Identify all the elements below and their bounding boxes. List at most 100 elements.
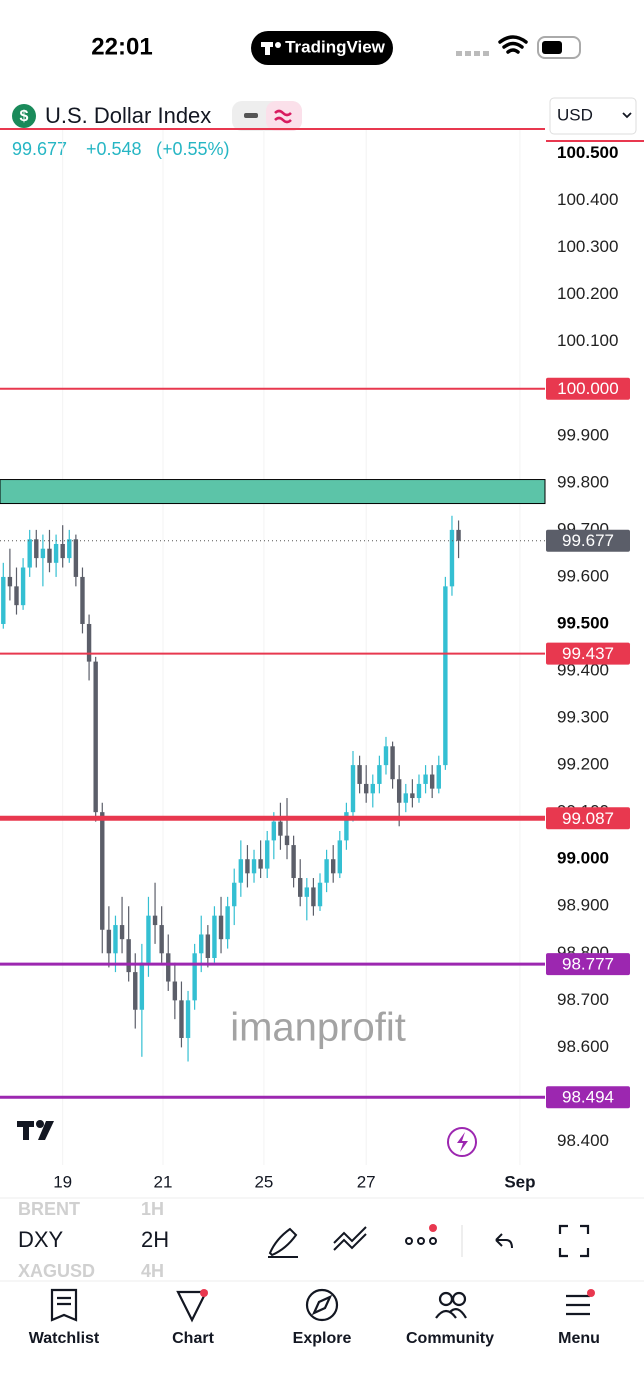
candle-body	[449, 529, 455, 587]
more-icon[interactable]	[405, 1237, 437, 1245]
candle-body	[396, 779, 402, 803]
y-tick-label: 99.400	[557, 661, 609, 680]
y-tick-label: 100.500	[557, 143, 618, 162]
candle-body	[47, 548, 52, 563]
nav-label[interactable]: Chart	[172, 1330, 214, 1347]
x-tick-label: Sep	[504, 1172, 535, 1191]
candle-body	[410, 793, 415, 799]
y-tick-label: 99.200	[557, 755, 609, 774]
candle-body	[218, 915, 224, 940]
price: 99.677	[12, 139, 67, 159]
symbol-icon-text: $	[20, 108, 29, 125]
candle-body	[258, 859, 263, 869]
y-tick-label: 98.900	[557, 896, 609, 915]
candle-body	[350, 765, 356, 813]
candle-body	[67, 539, 72, 559]
candle-body	[53, 544, 59, 563]
y-tick-label: 99.500	[557, 613, 609, 632]
candle-body	[238, 859, 244, 883]
signal	[456, 51, 489, 56]
candle-body	[265, 840, 270, 869]
last-price-box	[546, 529, 630, 552]
x-tick-label: 27	[357, 1172, 376, 1191]
indicator-icon[interactable]	[333, 1226, 367, 1251]
undo-icon[interactable]	[495, 1233, 513, 1249]
nav-label[interactable]: Menu	[558, 1330, 600, 1347]
candle-body	[416, 783, 422, 799]
y-tick-label: 99.000	[557, 849, 609, 868]
level-label-box	[546, 642, 630, 665]
candle-body	[331, 859, 336, 874]
y-tick-label: 98.600	[557, 1037, 609, 1056]
candle-body	[232, 882, 237, 907]
level-label: 98.777	[562, 955, 614, 974]
y-tick-label: 100.200	[557, 284, 618, 303]
status-icon	[274, 109, 292, 124]
candle-body	[139, 962, 145, 1010]
level-label-box	[546, 377, 630, 400]
candle-body	[377, 765, 382, 784]
draw-icon[interactable]	[268, 1227, 298, 1258]
currency-select[interactable]	[549, 97, 637, 135]
y-tick-label: 99.600	[557, 566, 609, 585]
y-tick-label: 100.300	[557, 237, 618, 256]
fullscreen-icon[interactable]	[558, 1224, 590, 1258]
y-tick-label: 98.400	[557, 1131, 609, 1150]
level-label-box	[546, 953, 630, 976]
zone	[0, 479, 546, 505]
candle-body	[126, 939, 131, 973]
change-pct: (+0.55%)	[156, 139, 230, 159]
level-label: 100.000	[557, 379, 618, 398]
level-label: 99.087	[562, 809, 614, 828]
candle-body	[192, 953, 197, 1001]
nav-label[interactable]: Explore	[293, 1330, 352, 1347]
clock: 22:01	[91, 33, 152, 60]
candle-body	[251, 859, 257, 874]
candle-body	[7, 576, 13, 587]
candle-body	[383, 746, 389, 766]
symbol-option[interactable]: BRENT	[18, 1199, 80, 1219]
lightning-icon	[457, 1132, 468, 1152]
y-tick-label: 99.900	[557, 425, 609, 444]
candle-body	[205, 934, 211, 958]
candle-body	[436, 765, 441, 789]
candle-body	[370, 783, 375, 794]
y-tick-label: 100.400	[557, 190, 618, 209]
symbol-icon	[12, 104, 36, 128]
candle-body	[317, 882, 323, 907]
x-tick-label: 21	[154, 1172, 173, 1191]
level-label: 98.494	[562, 1088, 614, 1107]
last-price-label: 99.677	[562, 531, 614, 550]
candle-body	[86, 623, 92, 662]
symbol-option[interactable]: XAGUSD	[18, 1261, 95, 1281]
nav-label[interactable]: Community	[406, 1330, 494, 1347]
candle-body	[119, 925, 125, 940]
badge	[587, 1289, 595, 1297]
candle-body	[179, 1000, 184, 1038]
interval-option[interactable]: 1H	[141, 1199, 164, 1219]
symbol-option[interactable]: DXY	[18, 1227, 64, 1252]
candle-body	[1, 576, 6, 624]
level-label: 99.437	[562, 644, 614, 663]
candle-body	[363, 783, 369, 794]
candle-body	[357, 765, 362, 784]
lightning-button[interactable]	[447, 1127, 477, 1157]
interval-option[interactable]: 2H	[141, 1227, 169, 1252]
badge	[200, 1289, 208, 1297]
candle-body	[185, 1000, 191, 1038]
battery-level	[542, 41, 562, 54]
nav-label[interactable]: Watchlist	[29, 1330, 100, 1347]
candle-body	[284, 835, 290, 846]
candle-body	[278, 821, 283, 836]
chevron	[622, 112, 632, 119]
app-logo	[265, 42, 270, 55]
status-dash	[244, 113, 258, 118]
app-pill	[251, 31, 393, 65]
interval-option[interactable]: 4H	[141, 1261, 164, 1281]
candle-body	[100, 812, 105, 930]
candle-body	[423, 774, 428, 784]
candle-body	[14, 586, 19, 606]
chart: 100.500 100.400 100.300 100.200 100.100 99.90…	[0, 130, 630, 1191]
candle-body	[245, 859, 250, 874]
